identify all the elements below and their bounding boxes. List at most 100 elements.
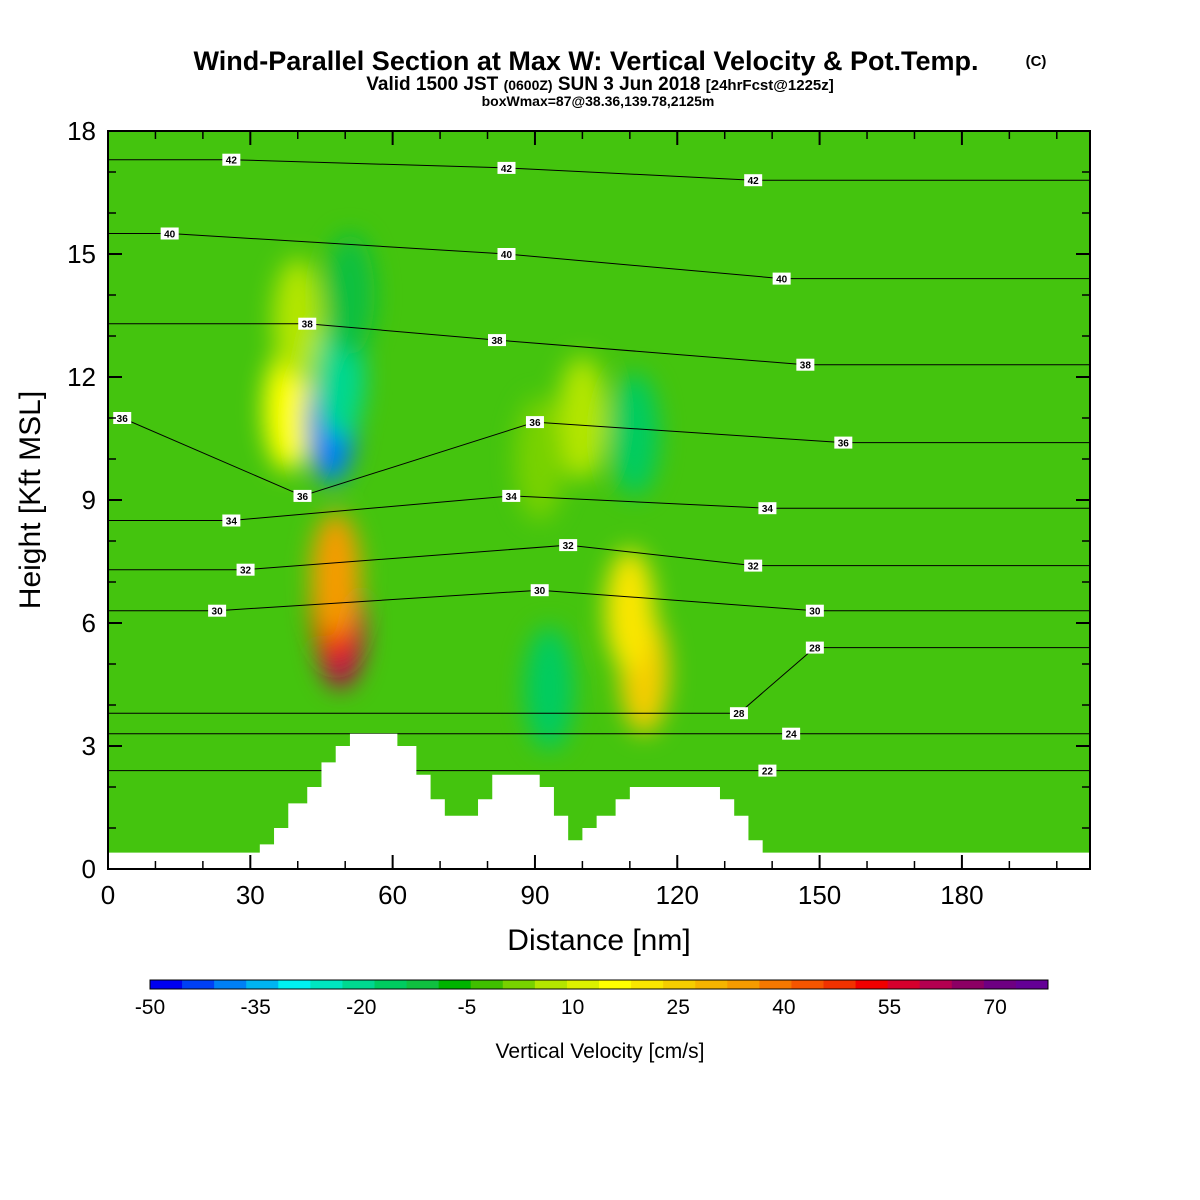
contour-label-text: 40 bbox=[776, 275, 788, 286]
colorbar-tick-label: -35 bbox=[240, 996, 270, 1019]
y-tick-label: 12 bbox=[67, 362, 96, 392]
colorbar-swatch bbox=[246, 980, 279, 989]
colorbar-swatch bbox=[438, 980, 472, 989]
colorbar-swatch bbox=[502, 980, 536, 989]
y-tick-label: 15 bbox=[67, 239, 96, 269]
contour-label: 32 bbox=[236, 563, 255, 577]
y-tick-label: 3 bbox=[82, 731, 96, 761]
contour-label-text: 42 bbox=[501, 164, 513, 175]
x-tick-label: 0 bbox=[101, 880, 115, 910]
contour-label-text: 34 bbox=[762, 504, 774, 515]
colorbar-swatch bbox=[310, 980, 343, 989]
chart-title: Wind-Parallel Section at Max W: Vertical… bbox=[194, 46, 979, 76]
copyright-mark: (C) bbox=[1026, 53, 1047, 70]
contour-label-box bbox=[805, 604, 824, 617]
contour-label-box bbox=[208, 604, 227, 617]
contour-label-text: 36 bbox=[838, 439, 850, 450]
contour-label: 28 bbox=[805, 641, 824, 655]
colorbar-swatch bbox=[631, 980, 664, 989]
contour-label: 34 bbox=[758, 502, 777, 515]
colorbar-swatch bbox=[663, 980, 696, 989]
contour-label: 30 bbox=[530, 584, 549, 597]
y-axis-label: Height [Kft MSL] bbox=[14, 391, 47, 609]
contour-label: 38 bbox=[796, 358, 815, 372]
colorbar-swatch bbox=[887, 980, 921, 989]
contour-label-text: 32 bbox=[748, 562, 760, 573]
contour-label-text: 28 bbox=[733, 709, 745, 720]
w-feature bbox=[515, 397, 565, 521]
colorbar-swatch bbox=[182, 980, 215, 989]
colorbar-swatch bbox=[759, 980, 792, 989]
w-feature bbox=[609, 372, 660, 496]
valid-date: SUN 3 Jun 2018 bbox=[558, 74, 701, 95]
contour-label-text: 38 bbox=[302, 320, 314, 331]
colorbar-swatch bbox=[406, 980, 440, 989]
contour-label: 24 bbox=[782, 727, 801, 741]
contour-label: 42 bbox=[497, 161, 516, 175]
contour-label-text: 32 bbox=[563, 541, 575, 552]
box-wmax-line: boxWmax=87@38.36,139.78,2125m bbox=[482, 93, 715, 109]
contour-label-box bbox=[236, 563, 255, 576]
colorbar-tick-label: -20 bbox=[346, 996, 376, 1019]
contour-label: 36 bbox=[113, 412, 132, 425]
colorbar-tick-label: 70 bbox=[983, 996, 1006, 1019]
x-tick-label: 90 bbox=[520, 880, 549, 910]
contour-label-box bbox=[805, 641, 824, 654]
colorbar-swatch bbox=[919, 980, 953, 989]
w-feature bbox=[273, 258, 323, 382]
colorbar-swatch bbox=[855, 980, 889, 989]
theta-contour-line bbox=[108, 647, 1090, 714]
contour-label-text: 24 bbox=[786, 730, 798, 741]
contour-label-box bbox=[488, 334, 507, 347]
contour-label-box bbox=[530, 584, 549, 597]
x-axis-label: Distance [nm] bbox=[507, 924, 690, 957]
colorbar-tick-label: 40 bbox=[772, 996, 795, 1019]
colorbar-swatch bbox=[150, 980, 183, 989]
contour-label-text: 30 bbox=[809, 607, 821, 618]
contour-label: 36 bbox=[525, 416, 544, 429]
contour-label: 38 bbox=[488, 334, 507, 347]
colorbar-tick-label: -5 bbox=[458, 996, 477, 1019]
contour-label-text: 28 bbox=[809, 644, 821, 655]
contour-label-box bbox=[222, 514, 241, 527]
colorbar-label: Vertical Velocity [cm/s] bbox=[496, 1040, 705, 1063]
colorbar-swatch bbox=[1015, 980, 1049, 989]
contour-label-box bbox=[758, 502, 777, 515]
contour-label: 40 bbox=[497, 248, 516, 261]
contour-label: 36 bbox=[834, 436, 853, 450]
terrain-profile bbox=[108, 733, 1090, 869]
contour-label-box bbox=[729, 707, 748, 720]
w-feature bbox=[311, 512, 361, 636]
contour-label-text: 36 bbox=[529, 418, 541, 429]
contour-label-text: 40 bbox=[164, 230, 176, 241]
contour-label-box bbox=[744, 174, 763, 187]
colorbar-swatch bbox=[470, 980, 504, 989]
x-tick-label: 150 bbox=[798, 880, 841, 910]
colorbar-swatch bbox=[214, 980, 247, 989]
valid-prefix: Valid 1500 JST bbox=[366, 74, 498, 95]
colorbar-tick-label: 25 bbox=[667, 996, 690, 1019]
w-feature bbox=[325, 233, 375, 357]
contour-label-box bbox=[293, 489, 312, 502]
contour-label: 34 bbox=[222, 514, 241, 528]
colorbar-tick-label: 10 bbox=[561, 996, 584, 1019]
colorbar-tick-label: -50 bbox=[135, 996, 165, 1019]
contour-label-box bbox=[497, 248, 516, 260]
w-feature bbox=[557, 356, 608, 480]
colorbar-swatch bbox=[278, 980, 311, 989]
y-tick-label: 6 bbox=[82, 608, 96, 638]
colorbar-swatch bbox=[695, 980, 728, 989]
contour-label-text: 38 bbox=[800, 361, 812, 372]
contour-label-box bbox=[758, 764, 777, 777]
contour-label-box bbox=[222, 153, 241, 166]
contour-label-text: 34 bbox=[506, 492, 518, 503]
contour-label-box bbox=[834, 436, 853, 449]
contour-label: 30 bbox=[805, 604, 824, 618]
contour-label-text: 42 bbox=[226, 156, 238, 167]
contour-label: 32 bbox=[559, 539, 578, 552]
contour-label-box bbox=[744, 559, 763, 572]
valid-utc: (0600Z) bbox=[504, 77, 553, 93]
contour-label-text: 22 bbox=[762, 767, 774, 778]
contour-label-box bbox=[298, 317, 317, 330]
